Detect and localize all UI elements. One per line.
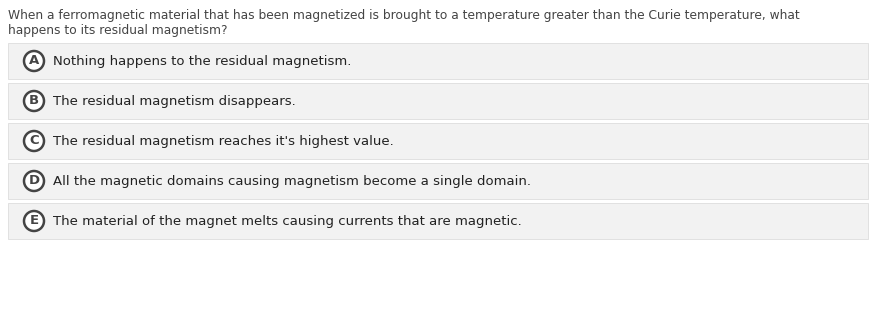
- FancyBboxPatch shape: [8, 163, 868, 199]
- Text: All the magnetic domains causing magnetism become a single domain.: All the magnetic domains causing magneti…: [53, 174, 531, 187]
- Text: A: A: [29, 55, 39, 68]
- Circle shape: [24, 51, 44, 71]
- FancyBboxPatch shape: [8, 203, 868, 239]
- FancyBboxPatch shape: [8, 43, 868, 79]
- Text: E: E: [30, 215, 39, 228]
- Text: The residual magnetism disappears.: The residual magnetism disappears.: [53, 94, 296, 107]
- Text: happens to its residual magnetism?: happens to its residual magnetism?: [8, 24, 227, 37]
- FancyBboxPatch shape: [8, 123, 868, 159]
- Text: When a ferromagnetic material that has been magnetized is brought to a temperatu: When a ferromagnetic material that has b…: [8, 9, 800, 22]
- Text: C: C: [29, 134, 39, 147]
- Text: The material of the magnet melts causing currents that are magnetic.: The material of the magnet melts causing…: [53, 215, 522, 228]
- Text: B: B: [29, 94, 39, 107]
- Circle shape: [24, 131, 44, 151]
- Text: The residual magnetism reaches it's highest value.: The residual magnetism reaches it's high…: [53, 134, 394, 147]
- Circle shape: [24, 91, 44, 111]
- Circle shape: [24, 171, 44, 191]
- Text: D: D: [28, 174, 39, 187]
- Circle shape: [24, 211, 44, 231]
- FancyBboxPatch shape: [8, 83, 868, 119]
- Text: Nothing happens to the residual magnetism.: Nothing happens to the residual magnetis…: [53, 55, 352, 68]
